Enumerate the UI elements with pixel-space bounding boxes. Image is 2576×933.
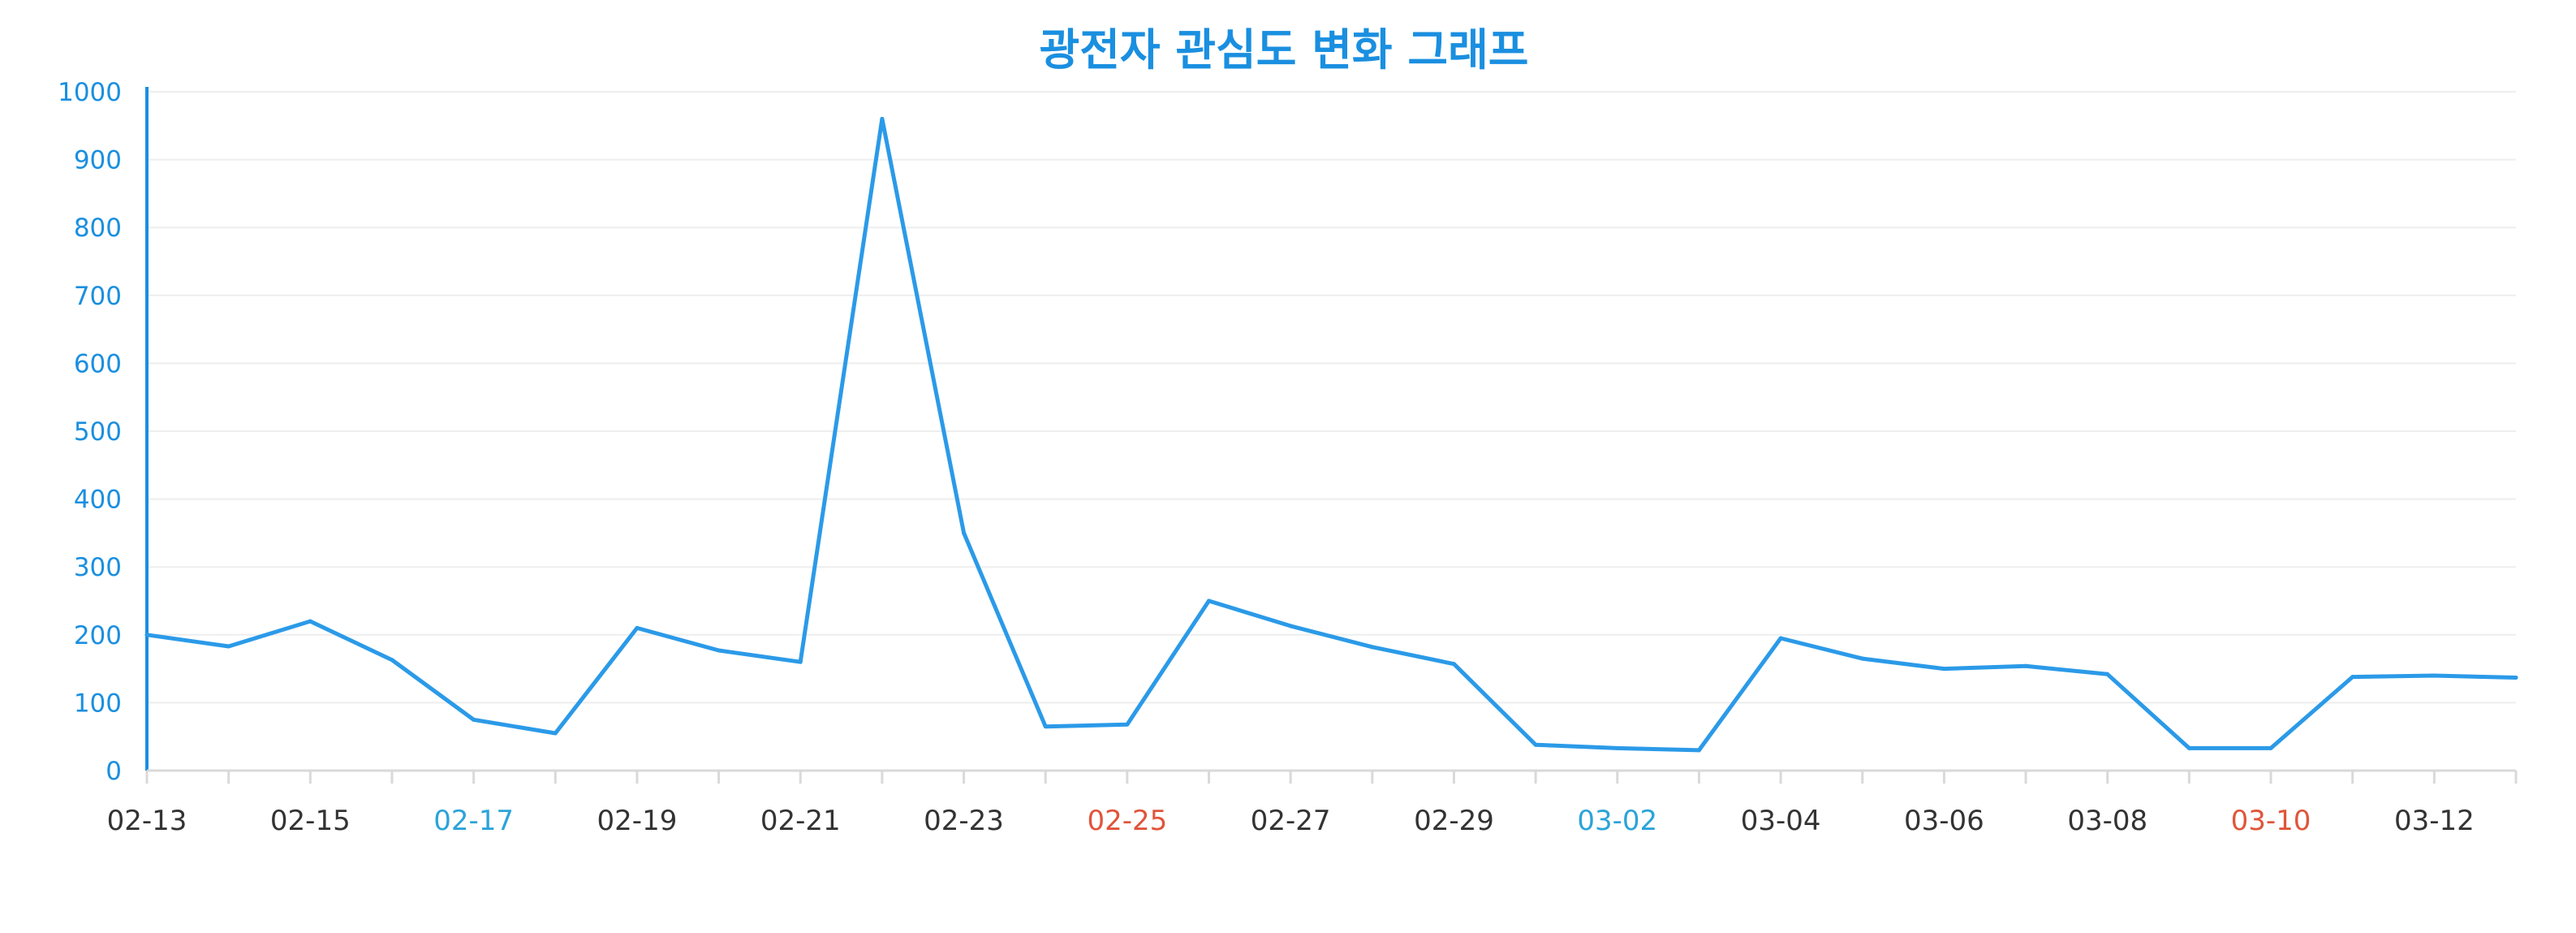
y-tick-label-1000: 1000 <box>58 78 122 107</box>
data-point-02-22 <box>880 116 885 121</box>
x-tick-label-02-29: 02-29 <box>1414 805 1494 837</box>
data-point-03-07 <box>2023 663 2028 668</box>
y-tick-label-100: 100 <box>74 689 122 718</box>
data-point-02-21 <box>798 659 803 664</box>
x-tick-label-03-10: 03-10 <box>2231 805 2311 837</box>
y-tick-label-900: 900 <box>74 146 122 175</box>
x-tick-label-03-06: 03-06 <box>1904 805 1984 837</box>
data-point-03-06 <box>1941 667 1946 672</box>
data-point-02-24 <box>1043 724 1048 729</box>
gridlines <box>147 91 2516 704</box>
data-point-02-29 <box>1451 662 1456 667</box>
x-tick-label-03-02: 03-02 <box>1577 805 1657 837</box>
x-tick-label-02-15: 02-15 <box>270 805 351 837</box>
data-point-02-13 <box>144 633 149 637</box>
data-point-03-01 <box>1533 742 1538 747</box>
data-point-02-20 <box>717 648 722 653</box>
y-tick-label-300: 300 <box>74 553 122 582</box>
x-tick-label-02-17: 02-17 <box>433 805 514 837</box>
data-point-03-12 <box>2432 673 2436 678</box>
data-point-02-28 <box>1370 645 1375 650</box>
y-tick-label-0: 0 <box>106 757 122 786</box>
data-point-02-14 <box>226 644 231 649</box>
data-point-03-02 <box>1615 745 1620 750</box>
x-tick-label-02-23: 02-23 <box>924 805 1004 837</box>
x-tick-label-02-13: 02-13 <box>107 805 187 837</box>
data-point-03-05 <box>1860 656 1865 661</box>
x-tick-label-02-25: 02-25 <box>1087 805 1167 837</box>
axes <box>145 87 2518 784</box>
chart-title: 광전자 관심도 변화 그래프 <box>1040 24 1529 76</box>
y-tick-labels: 0 100 200 300 400 500 600 700 800 900 1000 <box>58 78 122 786</box>
series-line-0 <box>144 116 2518 753</box>
y-tick-label-400: 400 <box>74 486 122 515</box>
y-tick-label-600: 600 <box>74 349 122 378</box>
data-point-02-25 <box>1125 722 1130 727</box>
data-point-02-23 <box>962 530 967 535</box>
x-tick-label-03-12: 03-12 <box>2394 805 2475 837</box>
data-point-03-03 <box>1696 748 1701 753</box>
x-tick-label-03-04: 03-04 <box>1741 805 1821 837</box>
data-point-03-09 <box>2186 745 2191 750</box>
x-tick-label-02-21: 02-21 <box>760 805 841 837</box>
y-tick-label-200: 200 <box>74 621 122 650</box>
series-layer <box>144 116 2518 753</box>
data-point-02-16 <box>390 658 394 663</box>
data-point-02-27 <box>1288 624 1293 628</box>
y-tick-label-800: 800 <box>74 214 122 243</box>
x-tick-label-02-27: 02-27 <box>1251 805 1331 837</box>
data-point-02-18 <box>553 731 558 736</box>
data-point-02-15 <box>308 619 312 624</box>
x-tick-label-02-19: 02-19 <box>597 805 678 837</box>
data-point-03-10 <box>2268 745 2273 750</box>
data-point-03-11 <box>2350 675 2355 680</box>
x-tick-label-03-08: 03-08 <box>2067 805 2147 837</box>
data-point-03-08 <box>2105 672 2110 676</box>
data-point-02-19 <box>635 625 640 630</box>
data-point-02-17 <box>472 717 476 722</box>
x-tick-labels: 02-13 02-15 02-17 02-19 02-21 02-23 02-25 02-27… <box>107 805 2475 837</box>
y-tick-label-700: 700 <box>74 282 122 311</box>
data-point-03-04 <box>1778 636 1783 641</box>
data-point-02-26 <box>1207 598 1212 603</box>
y-tick-label-500: 500 <box>74 417 122 447</box>
data-point-03-13 <box>2514 675 2518 680</box>
